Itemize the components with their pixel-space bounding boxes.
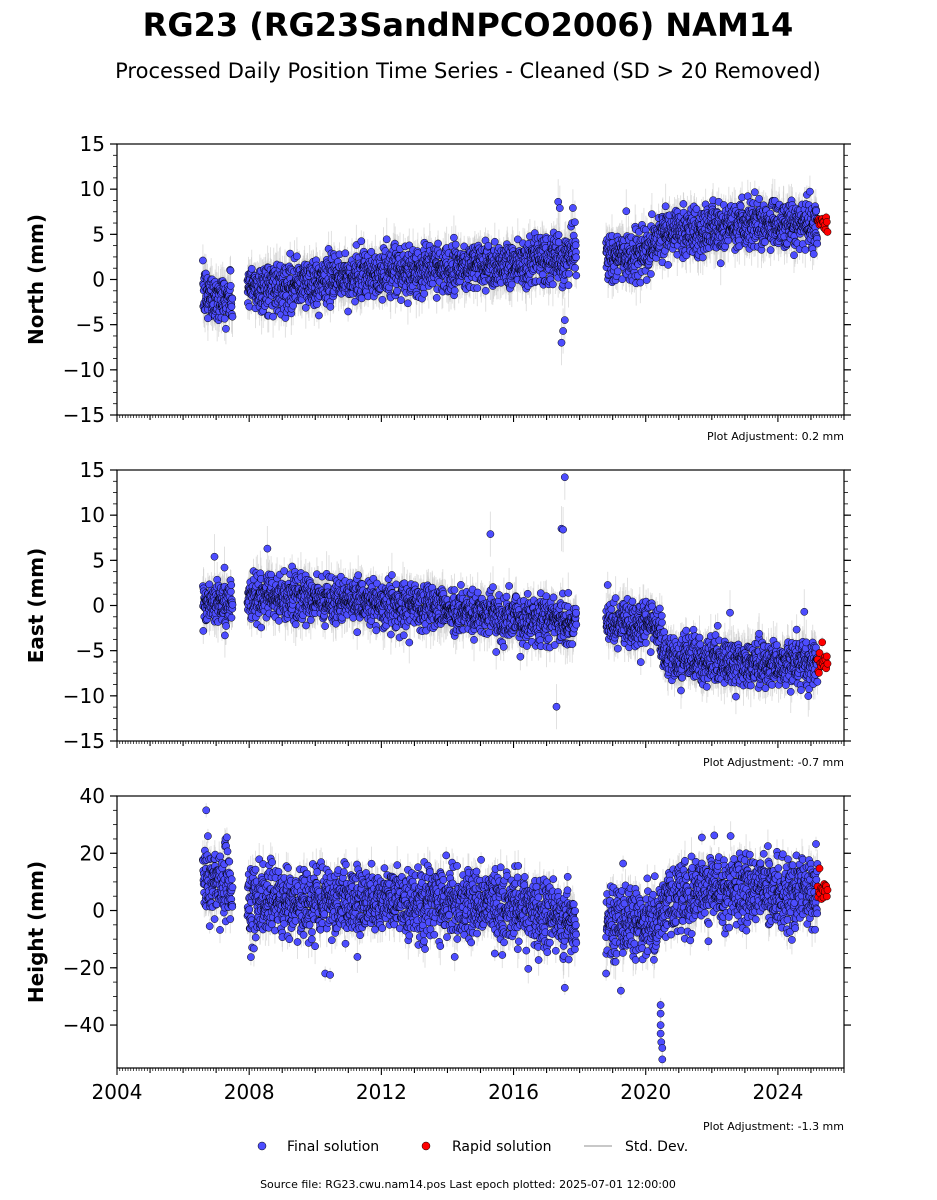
final-solution-point [564,281,573,290]
final-solution-point [367,247,376,256]
final-solution-point [647,270,655,278]
final-solution-point [228,294,237,303]
final-solution-point [450,233,458,242]
final-solution-point [326,303,335,311]
final-solution-point [507,280,516,289]
final-solution-point [613,267,622,276]
final-solution-point [378,295,387,304]
final-solution-point [451,240,460,249]
final-solution-point [571,264,579,272]
final-solution-point [199,256,207,265]
final-solution-point [286,249,295,258]
final-solution-point [569,204,577,212]
final-solution-point [341,249,350,258]
final-solution-point [357,237,366,246]
final-solution-point [434,239,442,248]
final-solution-point [484,241,493,250]
final-solution-point [490,237,499,246]
final-solution-point [554,231,563,239]
final-solution-point [571,218,579,227]
final-solution-point [397,296,405,304]
final-solution-point [289,301,297,310]
final-solution-point [513,235,522,244]
final-solution-point [420,289,429,298]
final-solution-point [404,299,412,308]
final-solution-point [481,286,490,295]
final-solution-point [572,271,581,280]
final-solution-point [269,312,277,321]
final-solution-point [642,276,651,284]
final-solution-point [572,253,580,262]
final-solution-point [432,294,441,302]
final-solution-point [473,284,482,292]
final-solution-point [227,302,236,311]
final-solution-point [293,252,301,261]
final-solution-point [351,297,359,306]
final-solution-point [226,266,235,275]
final-solution-point [228,312,237,321]
final-solution-point [226,281,235,290]
final-solution-point [450,286,459,295]
final-solution-point [247,264,256,273]
figure-title: RG23 (RG23SandNPCO2006) NAM14 [143,6,794,44]
final-solution-point [571,241,580,250]
final-solution-point [382,235,391,244]
final-solution-point [622,207,631,216]
final-solution-point [315,311,323,320]
figure-subtitle: Processed Daily Position Time Series - C… [115,59,821,83]
final-solution-point [220,314,229,323]
final-solution-point [648,210,656,219]
final-solution-point [357,294,366,303]
final-solution-point [565,269,573,278]
final-solution-points [199,187,822,347]
final-solution-point [549,280,557,289]
final-solution-point [301,303,310,312]
final-solution-point [222,324,230,333]
plot-area [199,175,832,366]
final-solution-point [393,287,402,295]
final-solution-point [344,307,352,316]
